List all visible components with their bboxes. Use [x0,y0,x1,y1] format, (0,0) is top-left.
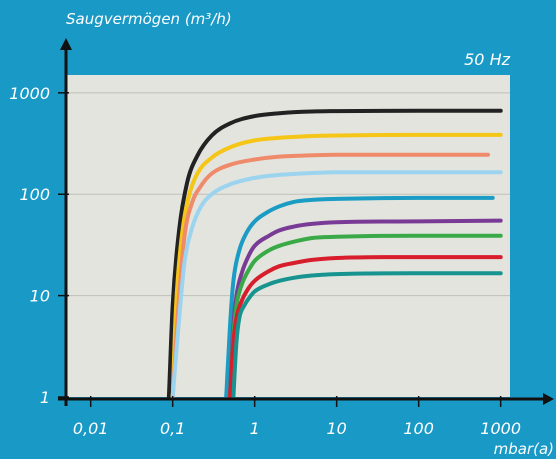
y-tick-label: 1000 [9,84,50,103]
x-tick-label: 0,1 [160,419,185,438]
x-tick-label: 1000 [480,419,521,438]
x-axis-label: mbar(a) [494,440,554,458]
series-curve [170,132,503,399]
y-tick-label: 1 [40,388,50,407]
x-tick-label: 10 [326,419,346,438]
series-curve [170,170,503,399]
x-tick-label: 1 [250,419,260,438]
curve-group [166,108,503,399]
y-axis-label: Saugvermögen (m³/h) [66,10,232,28]
tick-labels: 0,01 0,1 1 10 100 1000 1 10 100 1000 [9,84,521,438]
axes [58,38,554,407]
y-tick-label: 100 [19,185,50,204]
y-axis-arrow [60,38,72,50]
x-tick-label: 0,01 [73,419,109,438]
series-curve [166,108,503,399]
frequency-annotation: 50 Hz [464,50,510,69]
series-curve [170,152,490,399]
x-axis-arrow [543,393,554,405]
series-curve [231,271,503,399]
x-tick-label: 100 [403,419,434,438]
grid-lines [66,92,510,297]
series-curve [228,255,503,399]
y-tick-label: 10 [30,287,50,306]
series-curve [224,195,495,399]
series-curve [228,233,503,399]
